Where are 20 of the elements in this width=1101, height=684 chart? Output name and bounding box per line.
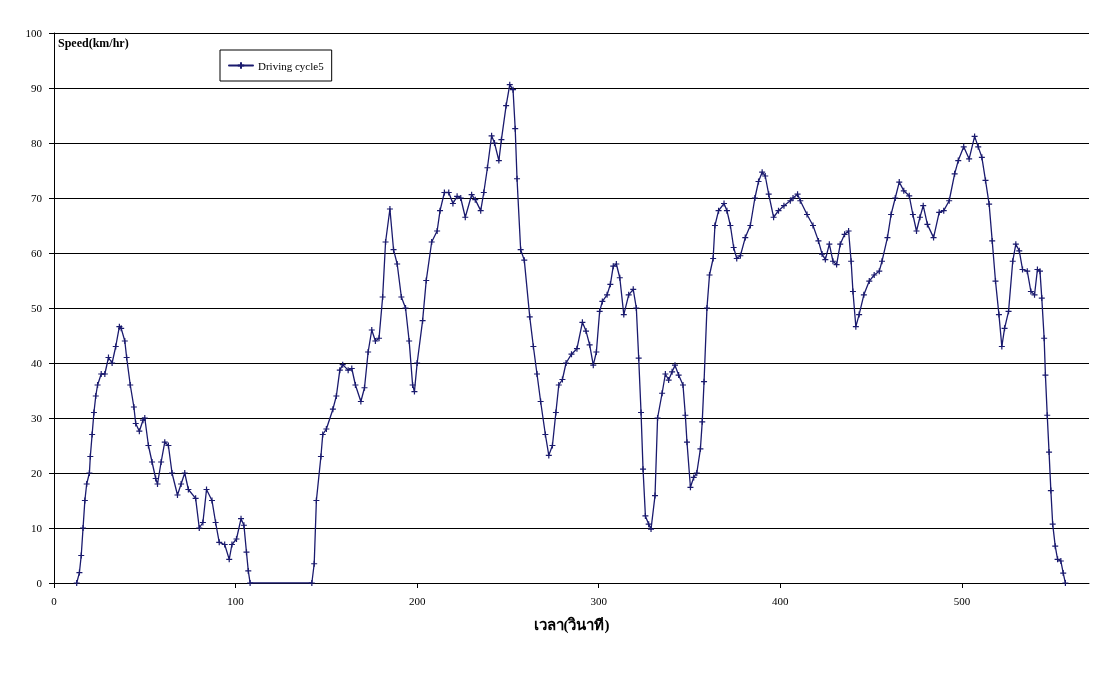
y-tick-label: 40 <box>31 357 43 369</box>
x-tick-label: 200 <box>408 594 426 607</box>
x-tick-label: 0 <box>51 594 58 607</box>
y-tick-label: 50 <box>31 302 43 314</box>
y-tick-label: 100 <box>25 27 43 39</box>
x-tick-label: 100 <box>227 594 245 607</box>
x-tick-label: 500 <box>953 594 971 607</box>
y-tick-label: 90 <box>31 82 43 94</box>
x-axis-title: เวลา(วินาที) <box>533 615 610 634</box>
y-axis-title: Speed(km/hr) <box>58 36 129 50</box>
y-tick-label: 30 <box>31 412 43 424</box>
legend-label: Driving cycle5 <box>258 59 325 72</box>
x-tick-label: 400 <box>772 594 790 607</box>
y-tick-label: 80 <box>31 137 43 149</box>
y-tick-label: 60 <box>31 247 43 259</box>
y-tick-label: 0 <box>36 577 43 589</box>
y-tick-label: 10 <box>31 522 43 534</box>
y-tick-label: 20 <box>31 467 43 479</box>
y-tick-label: 70 <box>31 192 43 204</box>
x-tick-label: 300 <box>590 594 608 607</box>
